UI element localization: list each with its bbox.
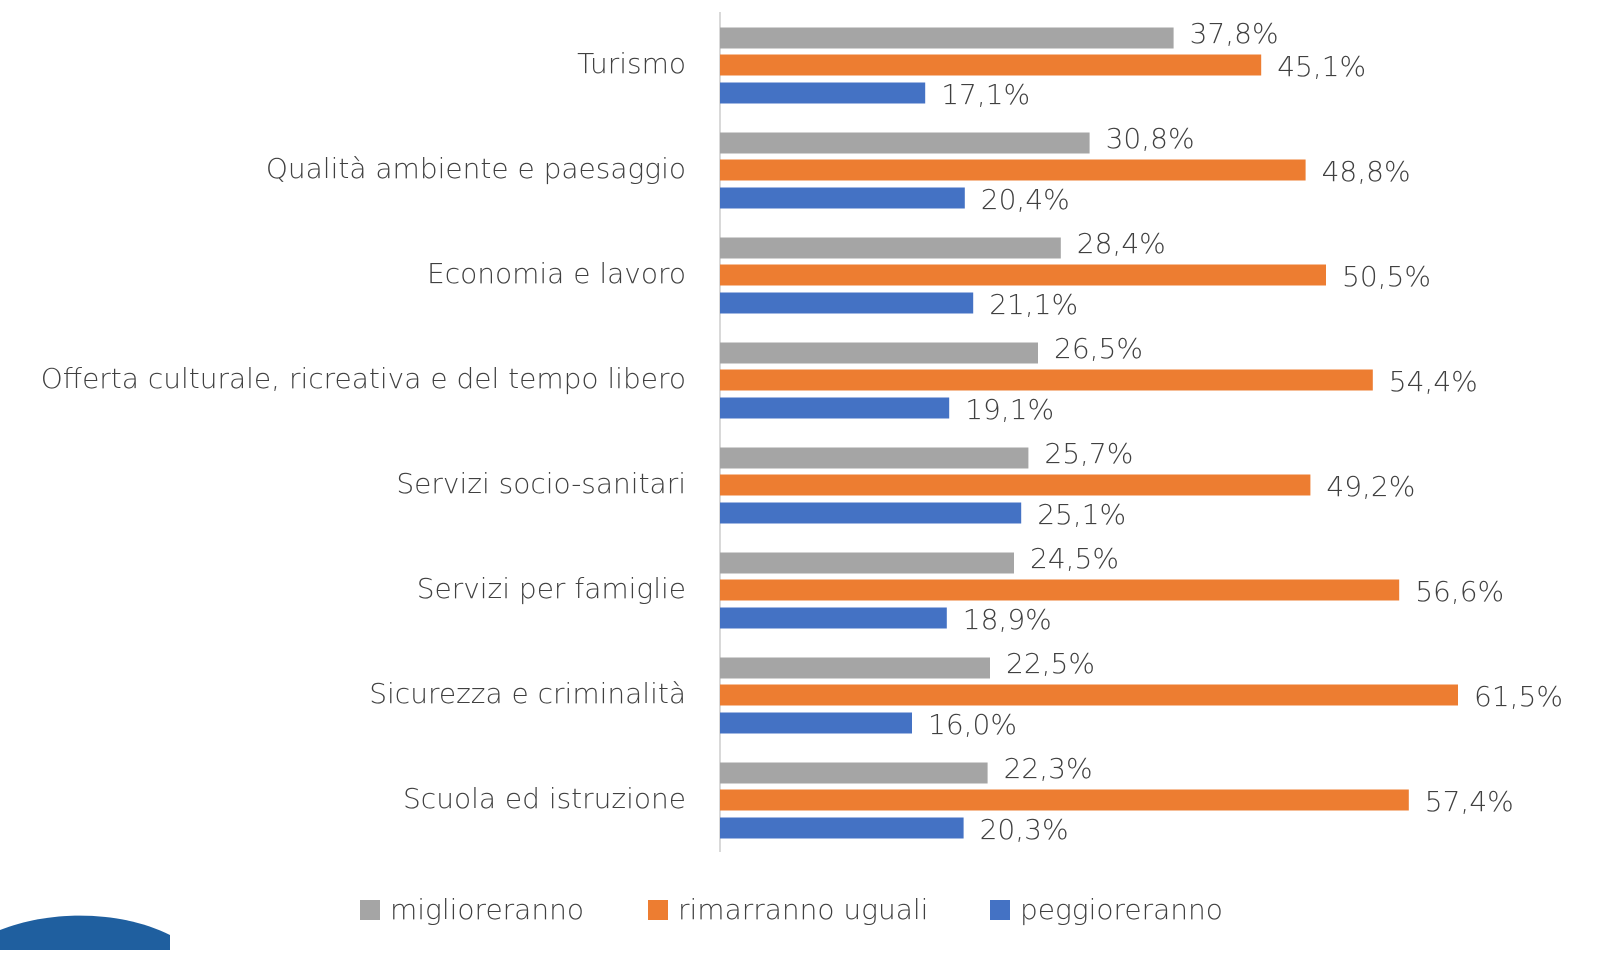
category-label: Servizi socio-sanitari (396, 467, 686, 500)
data-label: 57,4% (1425, 785, 1514, 818)
bar (720, 474, 1311, 496)
bar (720, 132, 1090, 154)
data-label: 18,9% (963, 603, 1052, 636)
category-label: Scuola ed istruzione (403, 782, 686, 815)
data-label: 28,4% (1077, 227, 1166, 260)
data-label: 25,7% (1044, 437, 1133, 470)
bar (720, 607, 947, 629)
data-label: 25,1% (1037, 498, 1126, 531)
logo (0, 915, 170, 950)
bar (720, 397, 950, 419)
legend-label: rimarranno uguali (678, 893, 928, 926)
data-label: 22,5% (1006, 647, 1095, 680)
data-label: 20,4% (981, 183, 1070, 216)
legend-label: miglioreranno (390, 893, 584, 926)
bar (720, 817, 964, 839)
data-label: 50,5% (1342, 260, 1431, 293)
bar (720, 579, 1400, 601)
data-label: 20,3% (980, 813, 1069, 846)
data-label: 24,5% (1030, 542, 1119, 575)
data-label: 26,5% (1054, 332, 1143, 365)
data-label: 17,1% (941, 78, 1030, 111)
bar (720, 159, 1306, 181)
category-label: Servizi per famiglie (417, 572, 686, 605)
data-label: 30,8% (1106, 122, 1195, 155)
bar (720, 187, 965, 209)
data-label: 37,8% (1190, 17, 1279, 50)
legend-swatch (990, 900, 1010, 920)
bar (720, 82, 926, 104)
bar (720, 712, 912, 734)
bar (720, 264, 1326, 286)
bar (720, 447, 1029, 469)
data-label: 48,8% (1322, 155, 1411, 188)
bar (720, 762, 988, 784)
legend-swatch (360, 900, 380, 920)
bar (720, 684, 1458, 706)
bar (720, 237, 1061, 259)
bar (720, 789, 1409, 811)
bar (720, 502, 1022, 524)
data-label: 61,5% (1474, 680, 1563, 713)
data-label: 19,1% (965, 393, 1054, 426)
category-label: Turismo (577, 47, 686, 80)
data-label: 56,6% (1415, 575, 1504, 608)
data-label: 22,3% (1004, 752, 1093, 785)
bar (720, 292, 974, 314)
bar (720, 54, 1262, 76)
category-label: Sicurezza e criminalità (369, 677, 686, 710)
bar (720, 657, 990, 679)
data-label: 16,0% (928, 708, 1017, 741)
bar (720, 342, 1038, 364)
legend-swatch (648, 900, 668, 920)
category-label: Qualità ambiente e paesaggio (266, 152, 686, 185)
data-label: 54,4% (1389, 365, 1478, 398)
category-label: Offerta culturale, ricreativa e del temp… (41, 362, 686, 395)
data-label: 21,1% (989, 288, 1078, 321)
bar (720, 552, 1014, 574)
bar (720, 27, 1174, 49)
category-label: Economia e lavoro (427, 257, 686, 290)
bar (720, 369, 1373, 391)
data-label: 49,2% (1326, 470, 1415, 503)
legend-label: peggioreranno (1020, 893, 1223, 926)
data-label: 45,1% (1277, 50, 1366, 83)
